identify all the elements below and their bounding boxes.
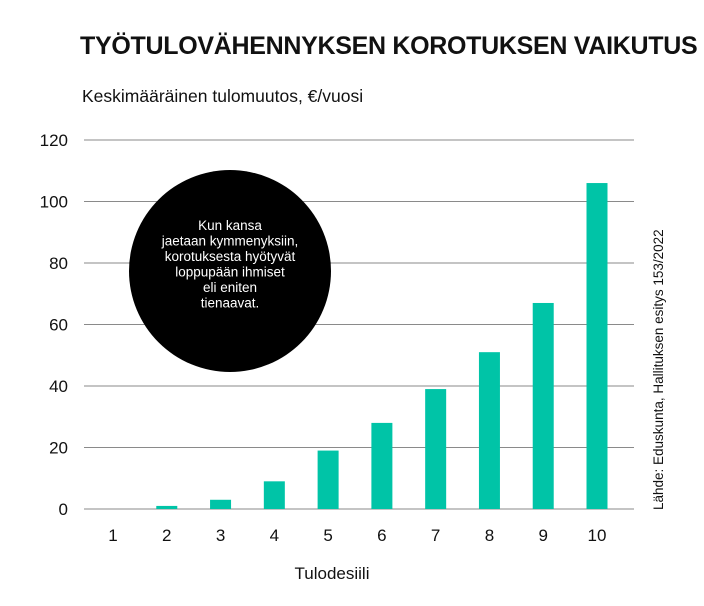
- bar-9: [532, 302, 554, 509]
- bar-5: [317, 450, 339, 509]
- annotation-line: loppupään ihmiset: [175, 265, 285, 280]
- x-tick-label: 2: [162, 526, 171, 545]
- bar-4: [263, 481, 285, 509]
- bar-7: [425, 389, 447, 509]
- bar-2: [156, 505, 178, 509]
- y-tick-label: 40: [49, 377, 68, 396]
- annotation-line: Kun kansa: [198, 218, 262, 233]
- x-tick-label: 9: [538, 526, 547, 545]
- bar-6: [371, 422, 393, 509]
- bars: [156, 183, 608, 510]
- x-tick-label: 6: [377, 526, 386, 545]
- x-tick-label: 4: [270, 526, 279, 545]
- y-tick-label: 80: [49, 254, 68, 273]
- y-tick-label: 120: [40, 131, 68, 150]
- annotation-line: korotuksesta hyötyvät: [165, 249, 296, 264]
- annotation-line: eli eniten: [203, 280, 257, 295]
- x-axis-ticks: 1 2 3 4 5 6 7 8 9 10: [108, 526, 606, 545]
- x-tick-label: 1: [108, 526, 117, 545]
- bar-10: [586, 183, 608, 510]
- annotation-text: Kun kansa jaetaan kymmenyksiin, korotukses…: [161, 218, 299, 311]
- x-tick-label: 10: [588, 526, 607, 545]
- annotation-callout: Kun kansa jaetaan kymmenyksiin, korotukses…: [129, 170, 331, 372]
- x-tick-label: 5: [323, 526, 332, 545]
- annotation-line: jaetaan kymmenyksiin,: [161, 234, 299, 249]
- x-axis-label: Tulodesiili: [295, 564, 370, 583]
- annotation-circle: [129, 170, 331, 372]
- y-tick-label: 0: [59, 500, 68, 519]
- chart-subtitle: Keskimääräinen tulomuutos, €/vuosi: [82, 86, 364, 106]
- y-tick-label: 100: [40, 193, 68, 212]
- x-tick-label: 3: [216, 526, 225, 545]
- y-tick-label: 20: [49, 439, 68, 458]
- x-tick-label: 8: [485, 526, 494, 545]
- chart-title: TYÖTULOVÄHENNYKSEN KOROTUKSEN VAIKUTUS: [80, 32, 698, 60]
- y-tick-label: 60: [49, 316, 68, 335]
- bar-8: [478, 352, 500, 509]
- y-axis-ticks: 0 20 40 60 80 100 120: [40, 131, 68, 519]
- x-tick-label: 7: [431, 526, 440, 545]
- annotation-line: tienaavat.: [201, 296, 260, 311]
- bar-3: [210, 499, 232, 509]
